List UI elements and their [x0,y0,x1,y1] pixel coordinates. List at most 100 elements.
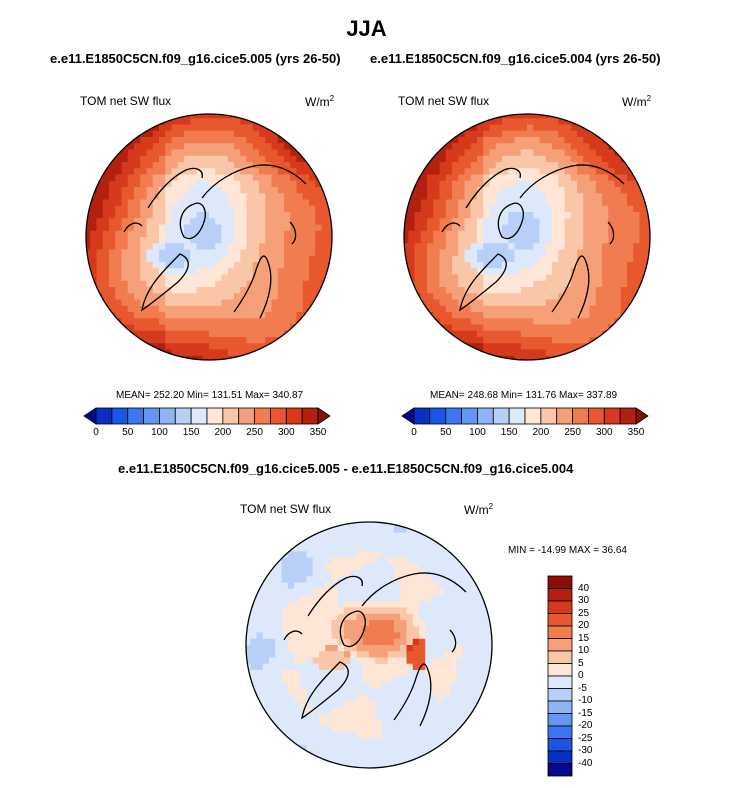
map-cell [284,205,291,213]
map-cell [475,676,483,684]
map-cell [437,676,445,684]
map-cell [602,243,609,251]
map-cell [271,299,279,307]
map-cell [284,212,291,219]
map-cell [502,274,509,282]
map-cell [502,349,509,357]
map-cell [215,349,223,357]
map-cell [387,526,395,534]
map-cell [483,162,491,169]
map-cell [184,149,191,157]
map-cell [545,237,553,244]
map-cell [221,255,229,263]
map-cell [477,274,484,282]
map-cell [177,343,185,351]
map-cell [570,187,578,194]
map-cell [256,657,264,665]
map-cell [444,651,451,659]
map-cell [445,155,453,163]
map-cell [564,255,572,263]
map-cell [312,701,320,709]
map-cell [234,312,241,319]
map-cell [369,720,376,727]
map-cell [202,124,210,132]
map-cell [284,318,291,326]
map-cell [350,663,358,671]
map-cell [470,293,478,301]
map-cell [452,262,459,269]
map-cell [464,224,472,232]
map-cell [502,230,509,238]
map-cell [508,193,516,201]
map-cell [450,601,458,609]
map-cell [425,657,433,665]
map-cell [325,620,333,627]
map-cell [190,262,198,269]
map-cell [456,557,464,565]
map-cell [312,682,320,690]
colorbar-tick-label: 0 [411,427,417,438]
map-cell [502,355,509,360]
map-cell [577,149,584,157]
map-cell [319,613,326,621]
map-cell [583,287,591,294]
map-cell [527,193,534,201]
map-cell [450,576,458,584]
map-cell [458,230,466,238]
map-cell [462,570,470,577]
map-cell [269,695,276,702]
map-cell [269,701,276,709]
map-cell [315,268,323,276]
map-cell [184,230,191,238]
map-cell [259,205,266,213]
map-cell [381,695,389,702]
map-cell [431,663,439,671]
map-cell [444,688,451,696]
map-cell [127,268,135,276]
map-cell [184,218,191,226]
map-cell [234,262,241,269]
map-cell [577,337,584,344]
map-cell [227,280,235,288]
coastline-segment [301,661,349,720]
map-cell [252,262,260,269]
map-cell [184,280,191,288]
map-cell [456,713,464,721]
map-cell [234,187,241,194]
map-cell [369,670,376,677]
map-cell [387,551,395,559]
map-cell [406,538,414,546]
map-cell [602,155,609,163]
map-cell [109,268,116,276]
map-cell [431,538,439,546]
map-cell [227,262,235,269]
map-cell [269,651,276,659]
map-cell [262,713,270,721]
colorbar-box [508,407,526,425]
map-cell [250,670,258,677]
map-cell [281,707,289,715]
map-cell [470,299,478,307]
map-cell [483,199,491,207]
map-cell [419,551,426,559]
colorbar-box [111,407,129,425]
map-cell [184,268,191,276]
map-cell [140,287,148,294]
map-cell [362,588,370,596]
map-cell [362,532,370,540]
map-cell [520,355,528,360]
map-cell [514,143,522,151]
map-cell [306,701,314,709]
map-cell [284,237,291,244]
map-cell [527,180,534,188]
map-cell [470,124,478,132]
map-cell [400,557,408,565]
map-cell [431,738,439,746]
map-cell [614,180,622,188]
map-cell [96,237,104,244]
map-cell [375,551,383,559]
map-cell [452,249,459,257]
map-cell [477,324,484,332]
map-cell [177,118,185,126]
map-cell [381,720,389,727]
